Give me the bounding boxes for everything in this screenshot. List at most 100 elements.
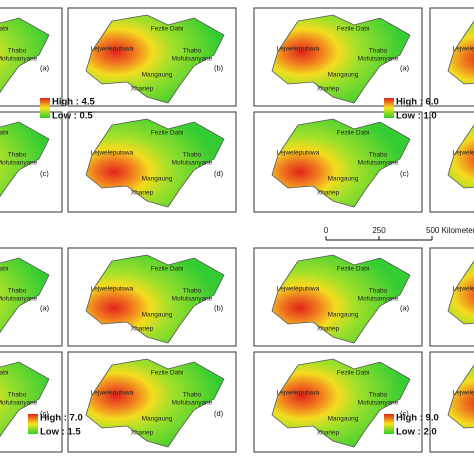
province-map [271, 118, 411, 208]
province-map [0, 121, 50, 198]
scale-label: 500 Kilometers [426, 226, 474, 235]
place-label: Thabo [8, 392, 27, 399]
place-label: Thabo [369, 152, 388, 159]
place-label: Xhariep [131, 326, 154, 333]
place-label: Thabo [369, 48, 388, 55]
place-label: Mangaung [142, 176, 173, 183]
place-label: Lejweleputswa [277, 390, 320, 397]
province-map [271, 358, 411, 448]
province-map [85, 358, 225, 448]
panel-label: (d) [214, 409, 224, 418]
place-label: Lejweleputswa [277, 46, 320, 53]
place-label: Thabo [369, 392, 388, 399]
province-map [0, 257, 50, 334]
place-label: Lejweleputswa [91, 46, 134, 53]
legend-low: Low : 1.5 [40, 427, 81, 438]
place-label: Thabo [8, 152, 27, 159]
place-label: Mofutsanyane [172, 400, 213, 407]
place-label: Mangaung [328, 72, 359, 79]
place-label: Mangaung [142, 72, 173, 79]
place-label: Lejweleputswa [453, 286, 474, 293]
scale-label: 0 [324, 226, 329, 235]
place-label: Thabo [183, 152, 202, 159]
place-label: Thabo [183, 392, 202, 399]
place-label: Thabo [8, 48, 27, 55]
place-label: Fezile Dabi [0, 130, 8, 137]
place-label: Mofutsanyane [358, 160, 399, 167]
panel-label: (c) [400, 409, 409, 418]
legend-high: High : 7.0 [40, 413, 83, 424]
panel-label: (c) [40, 409, 49, 418]
panel-label: (a) [40, 304, 50, 313]
panel-label: (a) [400, 304, 410, 313]
place-label: Fezile Dabi [0, 370, 8, 377]
panel-label: (d) [214, 169, 224, 178]
panel-label: (c) [400, 169, 409, 178]
legend-high: High : 6.0 [396, 97, 439, 108]
province-map [85, 118, 225, 208]
legend-ramp [40, 98, 50, 118]
place-label: Fezile Dabi [0, 266, 8, 273]
place-label: Mofutsanyane [358, 56, 399, 63]
panel-label: (c) [40, 169, 49, 178]
place-label: Fezile Dabi [0, 26, 8, 33]
place-label: Thabo [369, 288, 388, 295]
place-label: Mofutsanyane [172, 56, 213, 63]
place-label: Xhariep [317, 326, 340, 333]
place-label: Fezile Dabi [337, 26, 370, 33]
province-map [447, 364, 474, 429]
place-label: Lejweleputswa [453, 390, 474, 397]
place-label: Mofutsanyane [0, 296, 38, 303]
legend-ramp [28, 414, 38, 434]
province-map [447, 260, 474, 325]
panel-label: (a) [40, 64, 50, 73]
province-map [271, 254, 411, 344]
place-label: Mangaung [328, 176, 359, 183]
place-label: Lejweleputswa [277, 150, 320, 157]
place-label: Fezile Dabi [337, 370, 370, 377]
place-label: Xhariep [131, 430, 154, 437]
place-label: Lejweleputswa [91, 390, 134, 397]
place-label: Fezile Dabi [151, 26, 184, 33]
province-map [447, 124, 474, 189]
place-label: Fezile Dabi [151, 370, 184, 377]
province-map [447, 20, 474, 85]
legend-low: Low : 0.5 [52, 111, 93, 122]
scale-label: 250 [372, 226, 386, 235]
legend-ramp [384, 414, 394, 434]
place-label: Mofutsanyane [0, 160, 38, 167]
place-label: Thabo [8, 288, 27, 295]
legend-high: High : 9.0 [396, 413, 439, 424]
place-label: Mofutsanyane [0, 56, 38, 63]
place-label: Mangaung [142, 312, 173, 319]
place-label: Lejweleputswa [453, 46, 474, 53]
place-label: Mofutsanyane [172, 160, 213, 167]
place-label: Fezile Dabi [151, 266, 184, 273]
place-label: Mofutsanyane [358, 296, 399, 303]
province-map [85, 254, 225, 344]
place-label: Fezile Dabi [337, 130, 370, 137]
place-label: Thabo [183, 288, 202, 295]
place-label: Mangaung [328, 312, 359, 319]
place-label: Xhariep [317, 190, 340, 197]
place-label: Lejweleputswa [453, 150, 474, 157]
place-label: Fezile Dabi [151, 130, 184, 137]
province-map [0, 361, 50, 438]
place-label: Mangaung [328, 416, 359, 423]
place-label: Xhariep [317, 430, 340, 437]
legend-low: Low : 2.0 [396, 427, 437, 438]
place-label: Xhariep [317, 86, 340, 93]
place-label: Mofutsanyane [358, 400, 399, 407]
legend-high: High : 4.5 [52, 97, 95, 108]
place-label: Lejweleputswa [91, 150, 134, 157]
province-map [271, 14, 411, 104]
place-label: Lejweleputswa [91, 286, 134, 293]
place-label: Mangaung [142, 416, 173, 423]
panel-label: (a) [400, 64, 410, 73]
place-label: Fezile Dabi [337, 266, 370, 273]
place-label: Lejweleputswa [277, 286, 320, 293]
place-label: Mofutsanyane [172, 296, 213, 303]
place-label: Thabo [183, 48, 202, 55]
panel-label: (b) [214, 304, 224, 313]
